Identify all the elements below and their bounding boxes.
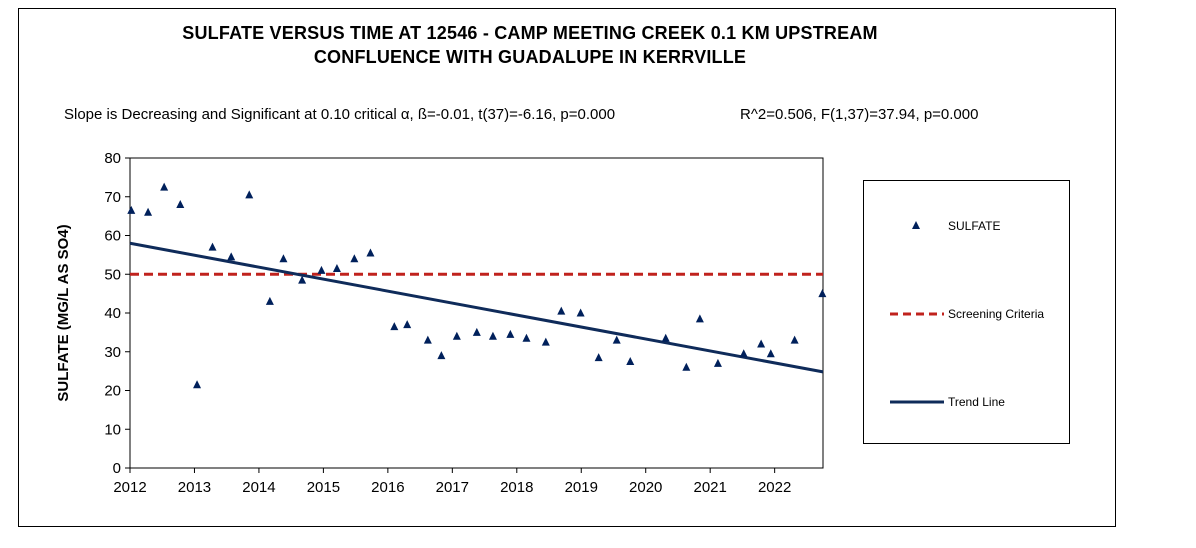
legend-item-sulfate: SULFATE [864, 216, 1069, 236]
sulfate-data-point [576, 308, 585, 317]
sulfate-data-point [626, 356, 635, 365]
x-tick-label: 2022 [758, 479, 791, 496]
x-tick-label: 2019 [565, 479, 598, 496]
y-axis-label: SULFATE (MG/L AS SO4) [55, 224, 72, 401]
sulfate-data-point [790, 335, 799, 344]
legend-label-screening: Screening Criteria [948, 307, 1045, 321]
legend-label-sulfate: SULFATE [948, 219, 1001, 233]
sulfate-data-point [452, 331, 461, 340]
sulfate-data-point [403, 320, 412, 329]
sulfate-data-point [127, 205, 136, 214]
sulfate-data-point [661, 333, 670, 342]
sulfate-data-point [488, 331, 497, 340]
sulfate-data-point [298, 275, 307, 284]
x-tick-label: 2020 [629, 479, 662, 496]
sulfate-data-point [317, 265, 326, 274]
solid-line-icon [890, 400, 944, 404]
triangle-marker-icon [912, 221, 920, 229]
y-tick-label: 40 [104, 305, 121, 322]
slope-statistics: Slope is Decreasing and Significant at 0… [64, 106, 616, 123]
sulfate-data-point [366, 248, 375, 257]
y-tick-label: 60 [104, 228, 121, 245]
x-tick-label: 2013 [178, 479, 211, 496]
sulfate-data-point [350, 254, 359, 263]
y-tick-label: 50 [104, 266, 121, 283]
x-tick-label: 2014 [242, 479, 275, 496]
regression-statistics: R^2=0.506, F(1,37)=37.94, p=0.000 [740, 106, 979, 123]
sulfate-data-point [713, 358, 722, 367]
y-tick-label: 80 [104, 150, 121, 167]
sulfate-data-point [695, 314, 704, 323]
legend-item-screening: Screening Criteria [864, 304, 1069, 324]
trend-line [129, 241, 824, 374]
sulfate-data-point [160, 182, 169, 191]
sulfate-data-point [437, 351, 446, 360]
y-tick-label: 70 [104, 189, 121, 206]
sulfate-data-point [332, 263, 341, 272]
sulfate-data-point [390, 322, 399, 331]
sulfate-data-point [144, 207, 153, 216]
sulfate-data-point [682, 362, 691, 371]
sulfate-data-point [472, 327, 481, 336]
sulfate-data-point [279, 254, 288, 263]
x-tick-label: 2016 [371, 479, 404, 496]
chart-title-line-2: CONFLUENCE WITH GUADALUPE IN KERRVILLE [313, 47, 747, 67]
sulfate-data-point [193, 380, 202, 389]
sulfate-data-point [612, 335, 621, 344]
x-tick-label: 2015 [307, 479, 340, 496]
x-tick-label: 2012 [113, 479, 146, 496]
sulfate-data-point [818, 289, 827, 298]
sulfate-data-point [227, 252, 236, 261]
plot-area [129, 157, 824, 469]
y-tick-label: 30 [104, 344, 121, 361]
legend: SULFATE Screening Criteria Trend Line [863, 180, 1070, 444]
x-tick-label: 2017 [436, 479, 469, 496]
sulfate-data-point [208, 242, 217, 251]
sulfate-data-point [594, 353, 603, 362]
y-tick-label: 20 [104, 383, 121, 400]
sulfate-data-point [541, 337, 550, 346]
sulfate-data-point [423, 335, 432, 344]
legend-label-trend: Trend Line [948, 395, 1005, 409]
dashed-line-icon [890, 312, 944, 316]
sulfate-data-point [506, 329, 515, 338]
legend-item-trend: Trend Line [864, 392, 1069, 412]
chart-title: SULFATE VERSUS TIME AT 12546 - CAMP MEET… [182, 23, 878, 43]
x-tick-label: 2018 [500, 479, 533, 496]
sulfate-data-point [766, 349, 775, 358]
sulfate-data-point [265, 296, 274, 305]
y-tick-label: 10 [104, 421, 121, 438]
y-tick-label: 0 [113, 460, 121, 477]
sulfate-data-point [176, 200, 185, 208]
sulfate-data-point [739, 349, 748, 358]
sulfate-data-point [245, 190, 254, 199]
x-tick-label: 2021 [693, 479, 726, 496]
sulfate-data-point [522, 333, 531, 342]
sulfate-data-point [557, 306, 566, 315]
sulfate-data-point [757, 339, 766, 348]
